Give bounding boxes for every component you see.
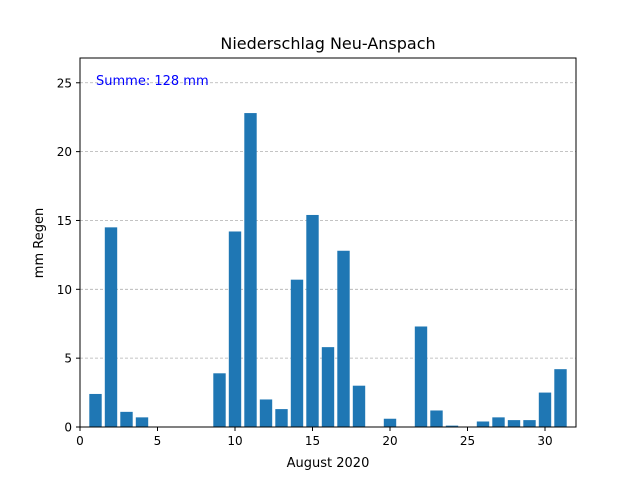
y-tick-label: 15 [57,214,72,228]
x-axis-label: August 2020 [287,456,370,471]
x-tick-label: 15 [305,434,320,448]
y-tick-label: 0 [64,421,72,435]
x-tick-label: 5 [154,434,162,448]
bar-day-28 [507,420,521,427]
bar-day-1 [89,393,102,427]
x-axis-ticks: 0 5 10 15 20 25 30 [76,427,553,448]
y-axis-ticks: 0 5 10 15 20 25 [57,76,80,435]
bar-day-31 [554,369,567,427]
bar-day-10 [228,231,242,427]
bar-day-26 [476,421,490,427]
y-tick-label: 5 [64,352,72,366]
x-tick-label: 10 [227,434,242,448]
bar-day-11 [244,113,257,428]
y-tick-label: 20 [57,145,72,159]
bar-day-3 [120,411,133,427]
x-tick-label: 25 [460,434,475,448]
bar-day-16 [321,347,335,427]
plot-frame [79,57,577,428]
bar-day-18 [352,385,366,427]
bar-day-4 [135,417,149,427]
sum-annotation: Summe: 128 mm [96,74,209,89]
y-axis-label: mm Regen [32,208,47,278]
bar-day-9 [213,373,226,427]
bar-day-13 [275,409,288,427]
bar-day-14 [290,279,304,427]
bar-day-24 [445,425,459,427]
bar-day-17 [337,250,350,427]
bar-day-22 [414,326,428,427]
bar-day-20 [383,418,397,427]
bar-day-27 [492,417,505,427]
x-tick-label: 20 [382,434,397,448]
bar-day-29 [523,420,536,427]
x-tick-label: 30 [537,434,552,448]
y-tick-label: 10 [57,283,72,297]
bar-day-23 [430,410,443,427]
bar-day-15 [306,214,319,427]
bar-day-30 [538,392,552,427]
bar-day-12 [259,399,273,427]
gridlines [80,82,576,359]
bars [89,113,567,428]
bar-day-2 [104,227,118,427]
y-tick-label: 25 [57,76,72,90]
x-tick-label: 0 [76,434,84,448]
chart-title: Niederschlag Neu-Anspach [220,34,435,53]
